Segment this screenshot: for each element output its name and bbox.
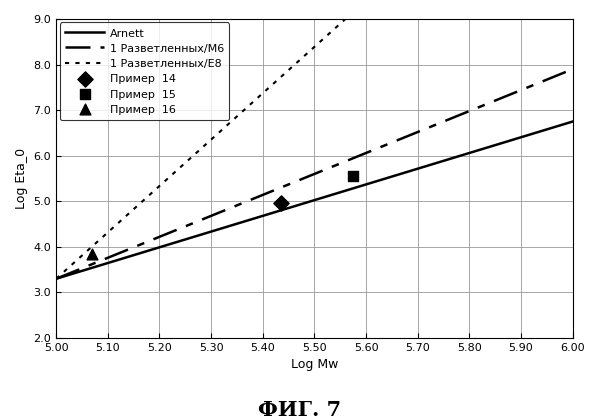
X-axis label: Log Mw: Log Mw <box>291 358 338 371</box>
Point <box>88 250 97 257</box>
Legend: Arnett, 1 Разветленных/M6, 1 Разветленных/E8, Пример  14, Пример  15, Пример  16: Arnett, 1 Разветленных/M6, 1 Разветленны… <box>59 22 229 121</box>
Text: ФИГ. 7: ФИГ. 7 <box>259 400 341 420</box>
Point <box>276 199 286 206</box>
Y-axis label: Log Eta_0: Log Eta_0 <box>15 148 28 209</box>
Point <box>349 173 358 180</box>
